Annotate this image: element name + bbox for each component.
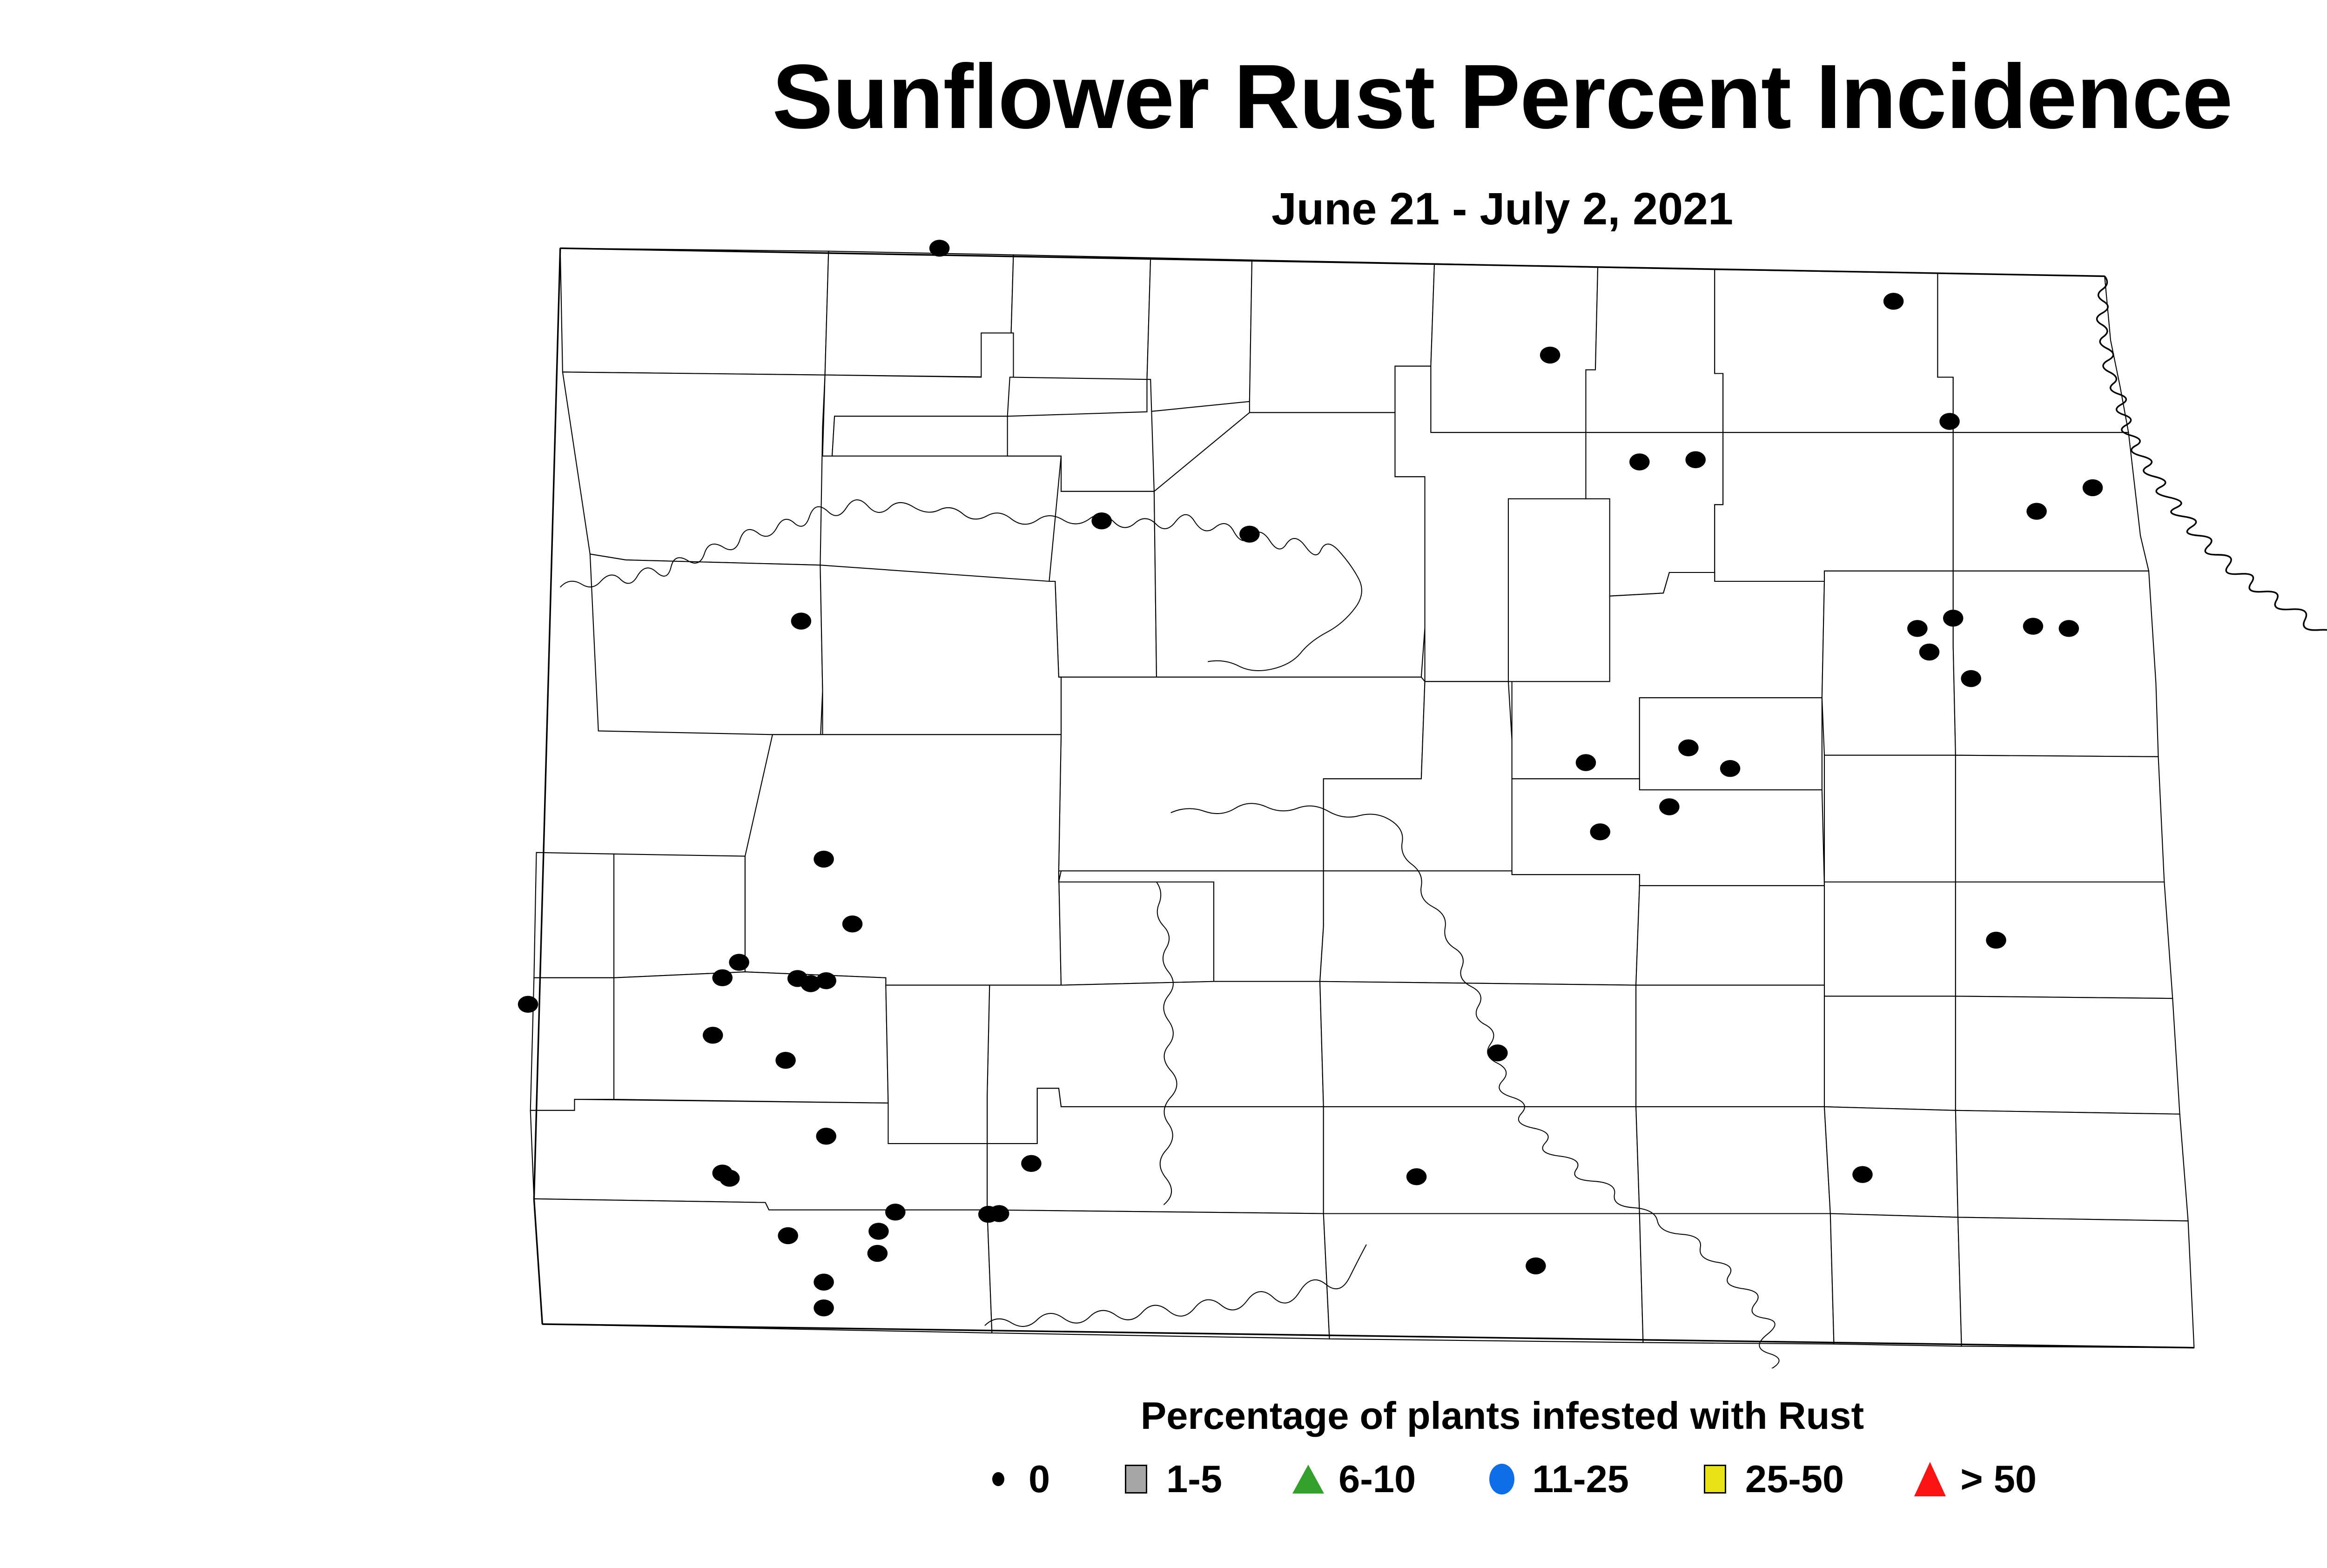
page-subtitle: June 21 - July 2, 2021	[1271, 183, 1734, 234]
state-border	[534, 248, 2327, 1347]
sample-points	[518, 240, 2103, 1317]
page-title: Sunflower Rust Percent Incidence	[772, 46, 2233, 148]
sample-point	[1575, 754, 1596, 771]
sample-point	[775, 1051, 796, 1069]
legend-dot-icon	[968, 1472, 1029, 1486]
legend-yellow-square-icon	[1685, 1465, 1745, 1494]
sample-point	[1526, 1257, 1546, 1275]
sample-point	[2023, 618, 2044, 635]
legend-label-1: 1-5	[1166, 1457, 1223, 1501]
sample-point	[719, 1170, 740, 1187]
sample-point	[1629, 453, 1650, 471]
north-dakota-county-map	[489, 219, 2327, 1368]
sample-point	[1907, 620, 1928, 637]
sample-point	[816, 972, 836, 989]
legend-label-2: 6-10	[1338, 1457, 1416, 1501]
sample-point	[518, 996, 538, 1013]
missouri-river	[1171, 803, 1783, 1368]
sample-point	[1720, 760, 1741, 777]
hydrology-lines	[560, 500, 1783, 1368]
legend-label-4: 25-50	[1745, 1457, 1844, 1501]
south-border	[542, 1324, 2194, 1348]
sample-point	[2058, 620, 2079, 637]
sample-point	[814, 1273, 834, 1291]
sample-point	[842, 915, 863, 933]
sample-point	[1986, 931, 2006, 949]
sample-point	[1540, 346, 1560, 364]
sample-point	[1939, 413, 1960, 430]
legend-label-0: 0	[1028, 1457, 1050, 1501]
sample-point	[1239, 525, 1260, 543]
sample-point	[800, 975, 821, 992]
sample-point	[1091, 512, 1112, 530]
west-border	[534, 248, 560, 1324]
legend-item-5[interactable]: > 50	[1900, 1457, 2037, 1501]
sample-point	[729, 954, 749, 971]
legend-gray-square-icon	[1106, 1465, 1166, 1494]
sample-point	[814, 850, 834, 868]
legend-item-3[interactable]: 11-25	[1472, 1457, 1629, 1501]
sample-point	[791, 612, 812, 630]
sample-point	[2082, 479, 2103, 497]
sample-point	[885, 1204, 906, 1221]
sample-point	[867, 1245, 888, 1262]
legend-item-1[interactable]: 1-5	[1106, 1457, 1222, 1501]
legend-item-2[interactable]: 6-10	[1278, 1457, 1416, 1501]
sample-point	[1685, 451, 1706, 468]
sample-point	[814, 1299, 834, 1317]
sample-point	[702, 1027, 723, 1044]
legend-title: Percentage of plants infested with Rust	[1140, 1394, 1864, 1437]
sample-point	[1406, 1168, 1427, 1185]
sample-point	[816, 1128, 836, 1145]
sample-point	[1883, 293, 1904, 310]
sample-point	[1590, 823, 1611, 841]
lake-sakakawea-shoreline	[560, 500, 1362, 671]
sample-point	[1659, 798, 1680, 815]
legend-item-4[interactable]: 25-50	[1685, 1457, 1844, 1501]
legend-label-5: > 50	[1960, 1457, 2037, 1501]
sample-point	[1487, 1044, 1508, 1062]
sample-point	[2026, 503, 2047, 520]
legend-red-triangle-icon	[1900, 1462, 1960, 1496]
sample-point	[1852, 1166, 1873, 1183]
sample-point	[868, 1223, 889, 1240]
sample-point	[1919, 643, 1940, 661]
legend: 0 1-5 6-10 11-25 25-50 > 50	[0, 1457, 2327, 1501]
missouri-river-lower	[985, 1245, 1366, 1326]
sample-point	[712, 969, 733, 987]
red-river-border	[2097, 276, 2327, 937]
sample-point	[1943, 609, 1964, 627]
county-polygons	[531, 248, 2194, 1347]
legend-label-3: 11-25	[1532, 1457, 1629, 1501]
legend-item-0[interactable]: 0	[968, 1457, 1050, 1501]
north-border	[560, 248, 2105, 276]
sample-point	[1678, 739, 1699, 757]
james-river	[1157, 882, 1177, 1205]
sample-point	[989, 1205, 1009, 1222]
sample-point	[1961, 670, 1981, 687]
legend-green-triangle-icon	[1278, 1465, 1338, 1494]
sample-point	[1021, 1155, 1042, 1172]
legend-blue-circle-icon	[1472, 1464, 1532, 1494]
sample-point	[929, 240, 950, 257]
sample-point	[778, 1227, 798, 1245]
